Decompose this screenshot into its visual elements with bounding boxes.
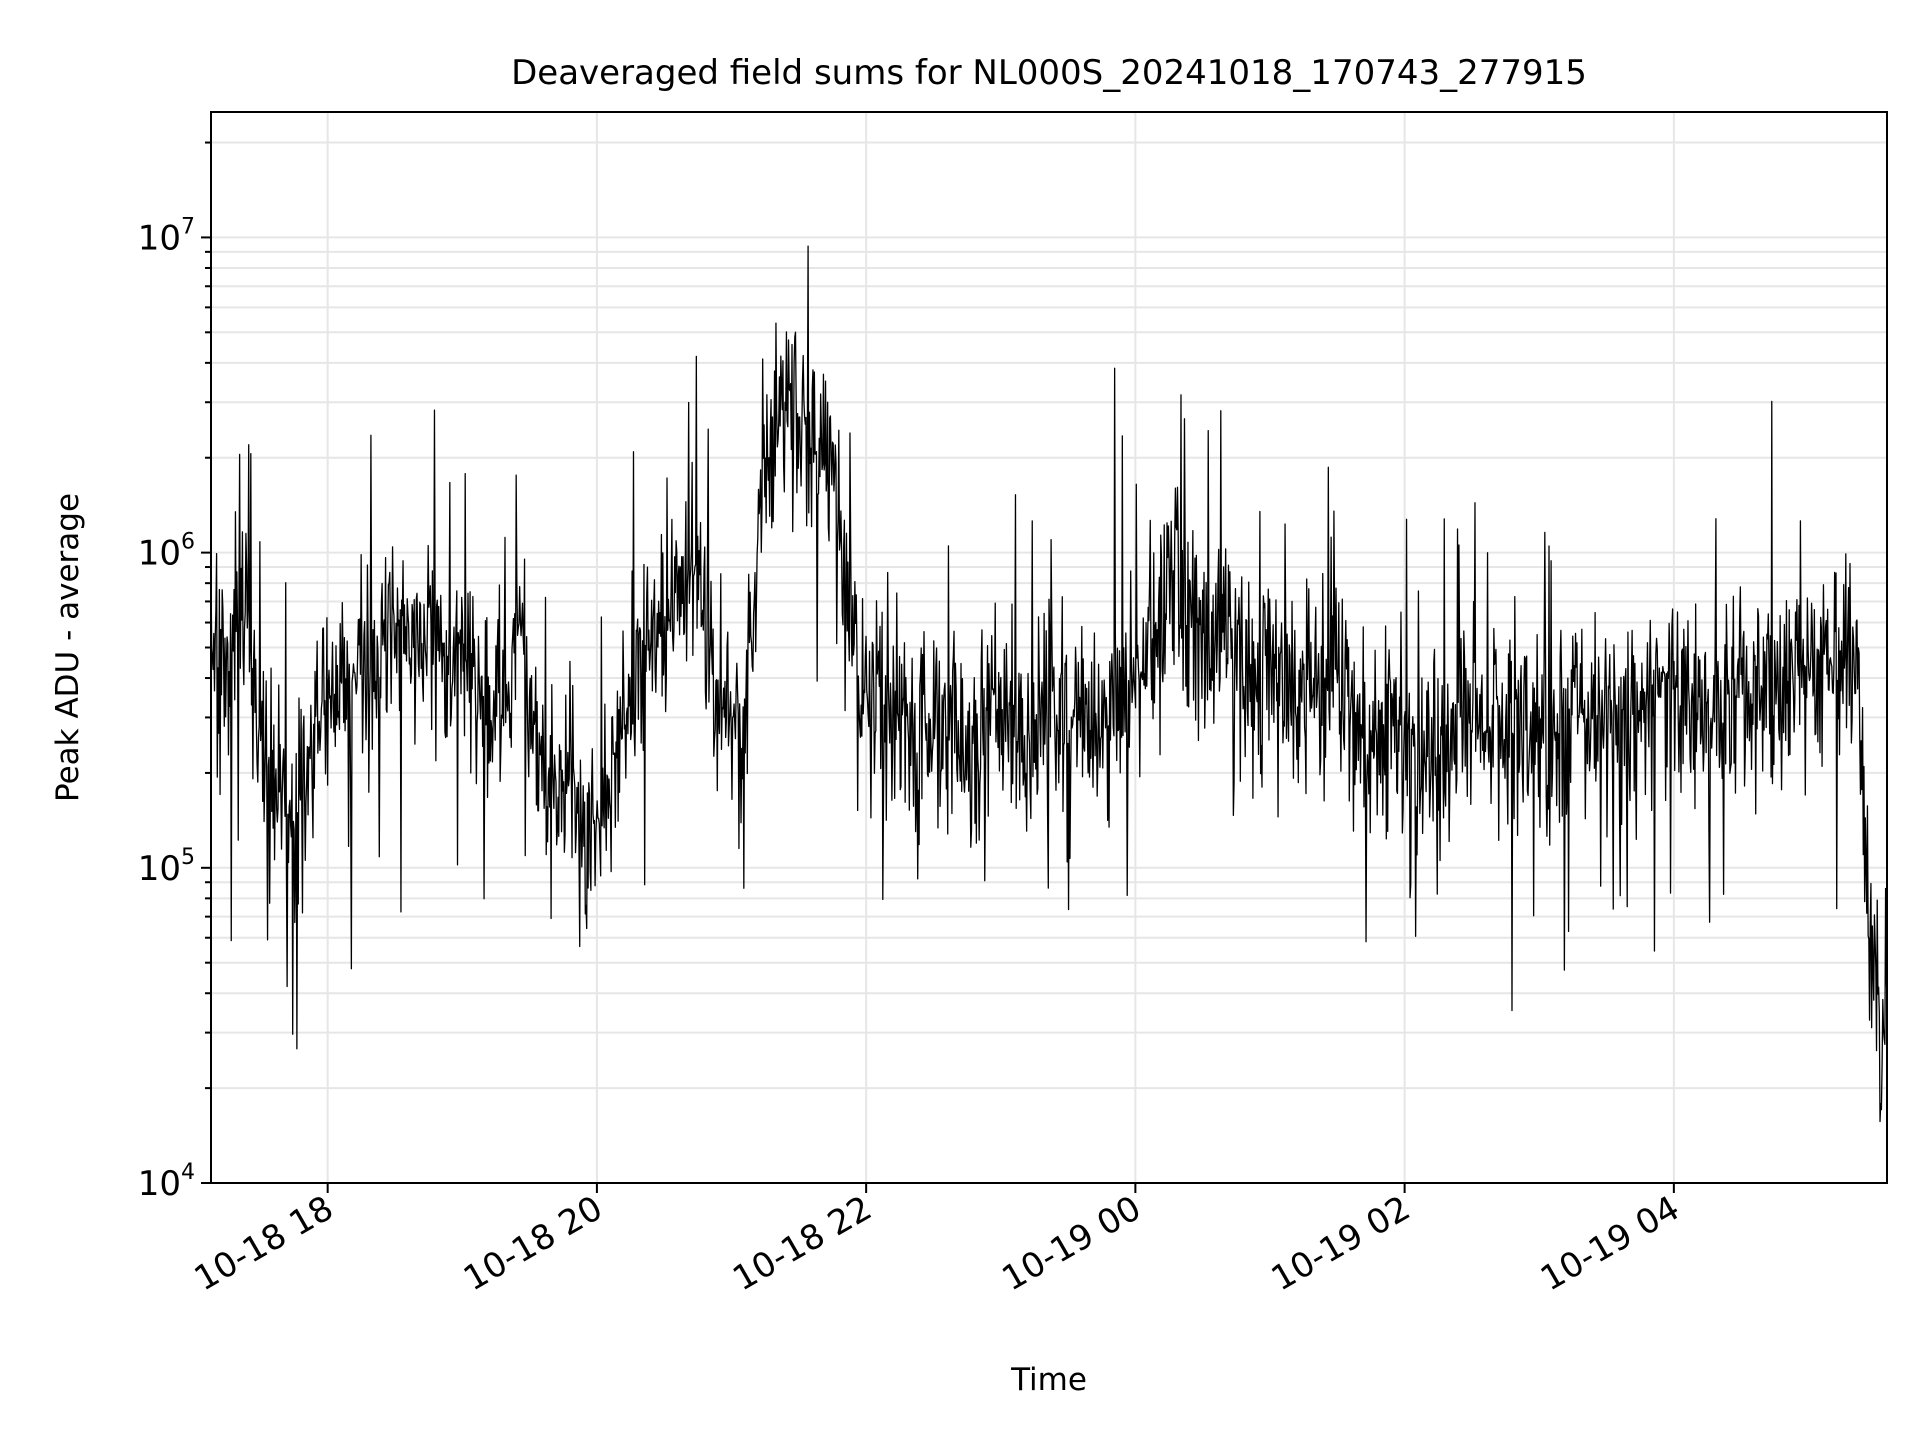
series-layer xyxy=(210,245,1888,1123)
chart-title: Deaveraged field sums for NL000S_2024101… xyxy=(511,53,1587,93)
y-tick-label-exponent: 6 xyxy=(181,530,195,555)
y-tick-label: 105 xyxy=(138,845,195,889)
x-tick-label: 10-18 20 xyxy=(457,1188,609,1299)
y-tick-label-base: 10 xyxy=(138,534,181,574)
y-tick-label-exponent: 7 xyxy=(181,214,195,239)
y-tick-label-base: 10 xyxy=(138,1164,181,1204)
x-tick-label: 10-18 22 xyxy=(726,1188,878,1299)
y-tick-label-exponent: 5 xyxy=(181,845,195,870)
y-tick-label: 106 xyxy=(138,530,195,574)
x-tick-label: 10-19 02 xyxy=(1265,1188,1417,1299)
x-tick-label: 10-19 04 xyxy=(1534,1188,1686,1299)
y-tick-label-base: 10 xyxy=(138,218,181,258)
x-tick-label: 10-18 18 xyxy=(188,1188,340,1299)
x-axis-label: Time xyxy=(1010,1362,1087,1398)
y-tick-label-exponent: 4 xyxy=(181,1160,195,1185)
x-tick-label: 10-19 00 xyxy=(995,1188,1147,1299)
series-line xyxy=(210,245,1888,1123)
y-tick-label: 107 xyxy=(138,214,195,258)
y-tick-label-base: 10 xyxy=(138,849,181,889)
y-tick-label: 104 xyxy=(138,1160,195,1204)
y-axis-label: Peak ADU - average xyxy=(50,493,86,802)
